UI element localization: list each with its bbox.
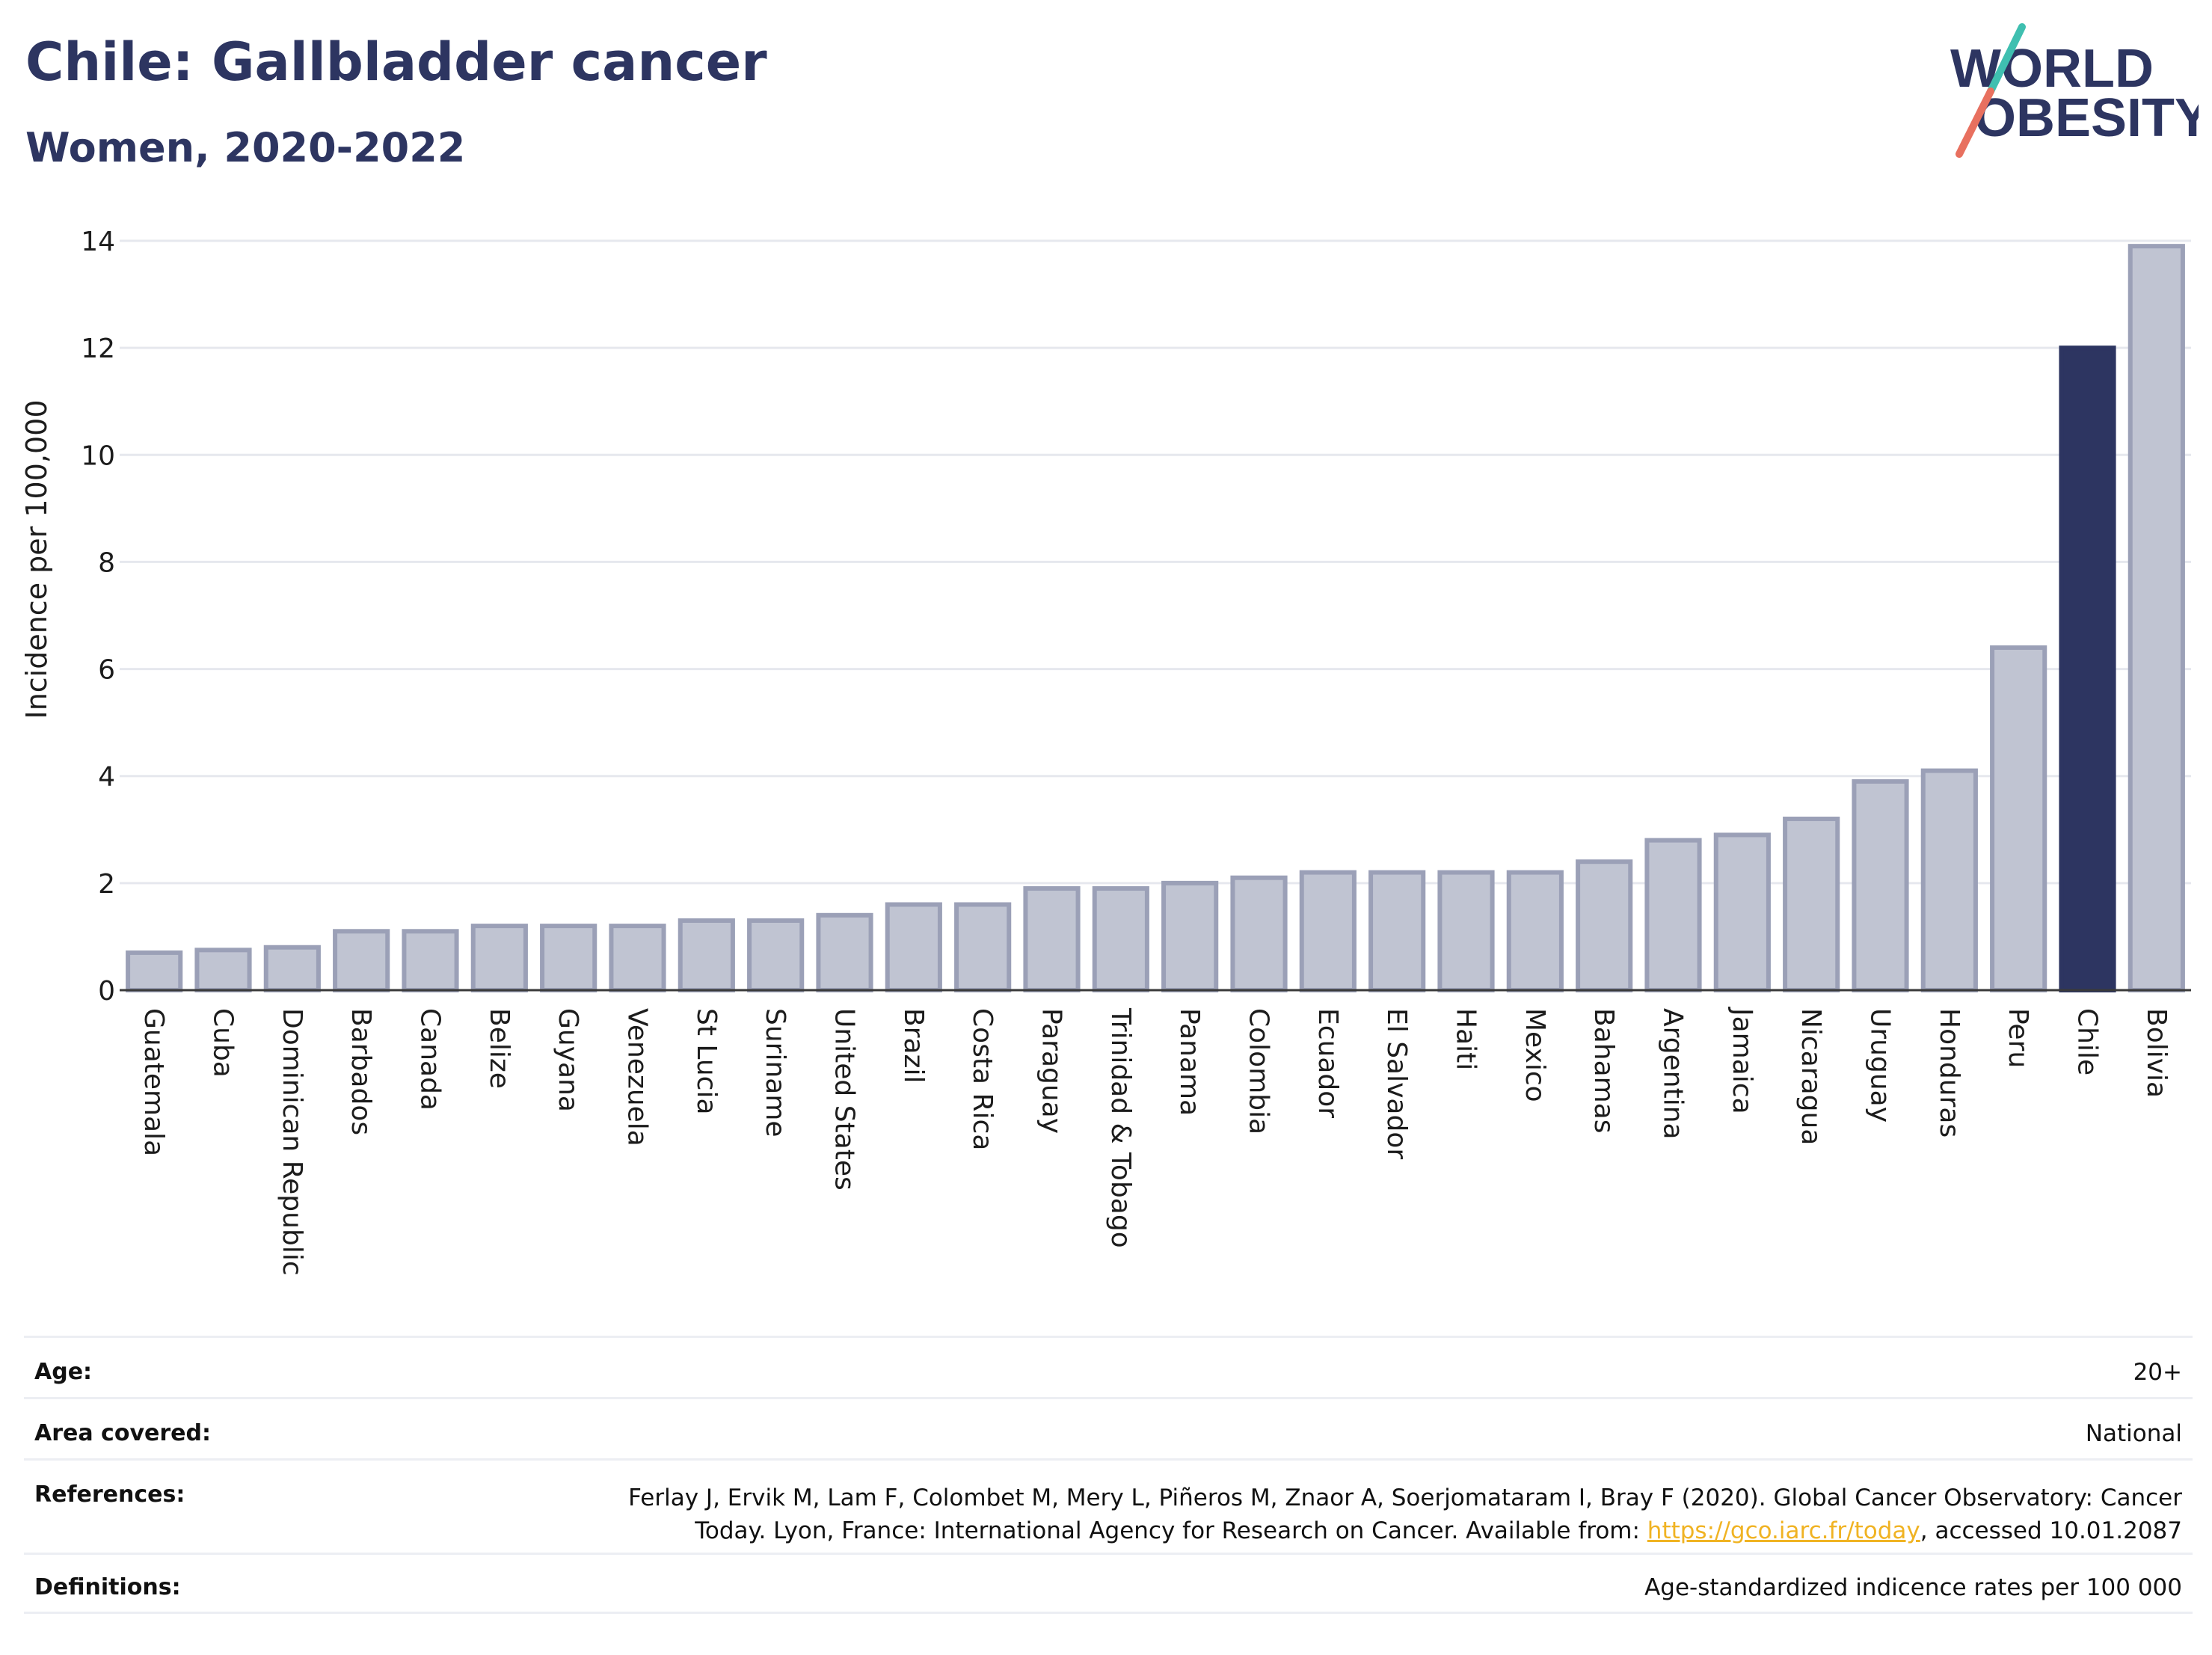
chart-title: Chile: Gallbladder cancer [25,31,767,93]
x-tick-label: Peru [2003,1008,2033,1068]
y-tick-label: 10 [81,440,115,471]
bar-st-lucia [678,918,735,993]
x-tick-label: Jamaica [1727,1007,1757,1114]
x-tick-label: Ecuador [1312,1008,1343,1118]
x-tick-label: Chile [2072,1008,2103,1075]
x-tick-label: United States [829,1008,860,1191]
x-tick-label: Trinidad & Tobago [1105,1007,1136,1248]
x-tick-label: Panama [1174,1008,1205,1116]
y-tick-label: 12 [81,334,115,364]
bar-dominican-republic [263,945,321,992]
x-tick-label: Cuba [208,1008,239,1078]
bar-canada [402,929,459,992]
references-link[interactable]: https://gco.iarc.fr/today [1647,1517,1920,1544]
bar-ecuador [1299,870,1357,992]
bar-bolivia [2127,244,2185,992]
bar-barbados [333,929,390,992]
references-text: Ferlay J, Ervik M, Lam F, Colombet M, Me… [628,1484,2182,1544]
bars [126,244,2185,993]
definitions-value: Age-standardized indicence rates per 100… [1644,1574,2182,1601]
bar-argentina [1644,838,1702,992]
bar-bahamas [1576,859,1633,992]
logo-slash-bottom [1956,87,1994,158]
logo-slash-top [1987,23,2026,95]
meta-row-references: References: Ferlay J, Ervik M, Lam F, Co… [24,1458,2193,1553]
meta-row-age: Age: 20+ [24,1336,2193,1397]
metadata-table: Age: 20+ Area covered: National Referenc… [24,1336,2193,1614]
bar-brazil [885,902,942,992]
bar-costa-rica [954,902,1012,992]
y-tick-label: 6 [98,655,115,686]
area-value: National [2085,1420,2182,1447]
x-tick-label: Mexico [1520,1008,1550,1102]
meta-row-definitions: Definitions: Age-standardized indicence … [24,1553,2193,1614]
x-tick-label: Honduras [1934,1008,1964,1137]
bar-venezuela [609,924,666,992]
x-tick-label: Bolivia [2141,1008,2172,1098]
bar-colombia [1230,875,1288,993]
meta-row-area: Area covered: National [24,1397,2193,1458]
logo-text-obesity: OBESITY [1974,88,2199,148]
references-value: Ferlay J, Ervik M, Lam F, Colombet M, Me… [597,1481,2182,1547]
bar-belize [470,924,528,992]
x-tick-label: Suriname [760,1008,790,1137]
bar-uruguay [1852,779,1909,992]
y-tick-label: 14 [81,227,115,257]
bar-jamaica [1713,832,1771,993]
x-tick-label: Belize [484,1008,514,1089]
logo-text-world: WORLD [1950,39,2154,99]
age-label: Age: [34,1359,93,1385]
x-tick-label: Nicaragua [1795,1008,1826,1145]
x-tick-label: Haiti [1451,1008,1481,1070]
x-tick-label: Bahamas [1588,1008,1619,1134]
x-tick-label: Colombia [1244,1008,1274,1134]
bar-el-salvador [1368,870,1426,992]
bar-guyana [540,924,597,992]
x-tick-label: Venezuela [622,1008,653,1146]
x-tick-label: Guyana [553,1008,583,1112]
x-tick-label: St Lucia [691,1008,722,1115]
bar-nicaragua [1783,816,1840,992]
bar-trinidad-tobago [1092,886,1149,992]
references-label: References: [34,1481,185,1508]
x-tick-label: Argentina [1658,1008,1689,1140]
bar-chart: 0 2 4 6 8 10 12 14 Guatemala Cuba Dominican Republ… [20,227,2191,1276]
bar-suriname [747,918,805,993]
area-label: Area covered: [34,1420,211,1446]
x-tick-label: Brazil [898,1008,929,1083]
x-tick-label: Dominican Republic [277,1008,307,1276]
bar-panama [1161,880,1219,992]
bar-paraguay [1023,886,1081,992]
bar-peru [1990,645,2047,992]
y-tick-label: 8 [98,547,115,578]
references-accessed: , accessed 10.01.2087 [1920,1517,2182,1544]
axes: 0 2 4 6 8 10 12 14 Guatemala Cuba Dominican Republ… [81,227,2191,1276]
bar-united-states [816,912,873,992]
x-tick-label: Costa Rica [967,1008,998,1150]
y-tick-label: 0 [98,976,115,1007]
x-tick-label: Paraguay [1036,1008,1067,1134]
x-tick-label: Uruguay [1865,1008,1896,1123]
bar-mexico [1506,870,1564,992]
x-tick-label: El Salvador [1381,1008,1412,1159]
chart-subtitle: Women, 2020-2022 [25,124,466,171]
bar-chile [2059,346,2116,992]
y-tick-label: 2 [98,869,115,900]
definitions-label: Definitions: [34,1574,181,1600]
x-tick-label: Canada [415,1008,446,1111]
bar-guatemala [126,950,183,993]
age-value: 20+ [2133,1359,2182,1386]
world-obesity-logo: WORLD OBESITY [1950,23,2199,158]
y-axis-label: Incidence per 100,000 [20,399,53,719]
bar-haiti [1437,870,1495,992]
bar-honduras [1920,768,1978,992]
x-tick-label: Barbados [345,1008,376,1135]
y-tick-label: 4 [98,762,115,793]
gridlines [120,239,2191,885]
bar-cuba [194,948,252,992]
x-tick-label: Guatemala [138,1008,169,1156]
